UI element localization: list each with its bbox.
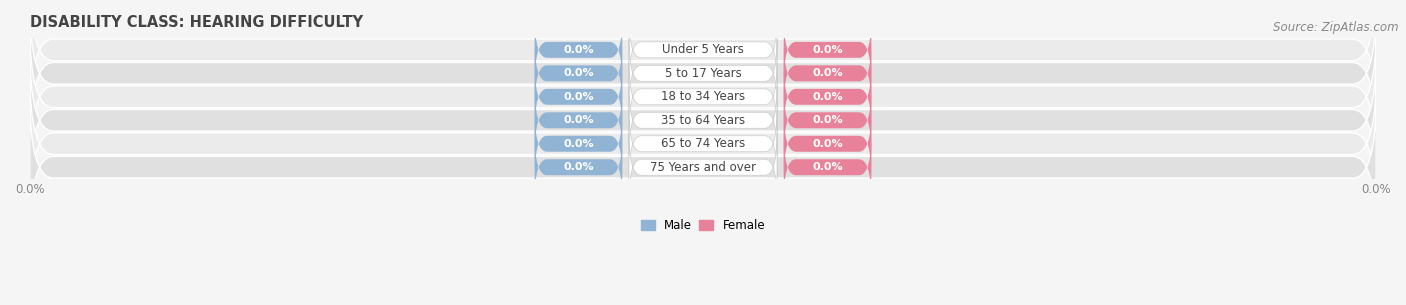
FancyBboxPatch shape	[534, 16, 623, 84]
FancyBboxPatch shape	[534, 86, 623, 155]
FancyBboxPatch shape	[534, 63, 623, 131]
FancyBboxPatch shape	[783, 63, 872, 131]
FancyBboxPatch shape	[783, 109, 872, 178]
Text: 75 Years and over: 75 Years and over	[650, 161, 756, 174]
FancyBboxPatch shape	[30, 0, 1376, 121]
FancyBboxPatch shape	[628, 16, 778, 84]
Text: 0.0%: 0.0%	[564, 115, 593, 125]
FancyBboxPatch shape	[783, 16, 872, 84]
FancyBboxPatch shape	[30, 96, 1376, 239]
FancyBboxPatch shape	[534, 133, 623, 202]
FancyBboxPatch shape	[783, 133, 872, 202]
Text: 0.0%: 0.0%	[564, 92, 593, 102]
FancyBboxPatch shape	[783, 39, 872, 108]
Text: 0.0%: 0.0%	[813, 139, 842, 149]
Legend: Male, Female: Male, Female	[641, 219, 765, 232]
FancyBboxPatch shape	[30, 49, 1376, 192]
Text: 65 to 74 Years: 65 to 74 Years	[661, 137, 745, 150]
Text: 0.0%: 0.0%	[813, 162, 842, 172]
Text: 18 to 34 Years: 18 to 34 Years	[661, 90, 745, 103]
FancyBboxPatch shape	[30, 25, 1376, 168]
Text: 35 to 64 Years: 35 to 64 Years	[661, 114, 745, 127]
FancyBboxPatch shape	[628, 133, 778, 202]
Text: 0.0%: 0.0%	[564, 68, 593, 78]
FancyBboxPatch shape	[534, 109, 623, 178]
Text: Source: ZipAtlas.com: Source: ZipAtlas.com	[1274, 21, 1399, 34]
Text: 0.0%: 0.0%	[813, 68, 842, 78]
FancyBboxPatch shape	[30, 2, 1376, 145]
Text: Under 5 Years: Under 5 Years	[662, 43, 744, 56]
FancyBboxPatch shape	[628, 86, 778, 155]
Text: 0.0%: 0.0%	[564, 162, 593, 172]
FancyBboxPatch shape	[628, 63, 778, 131]
FancyBboxPatch shape	[628, 39, 778, 108]
Text: DISABILITY CLASS: HEARING DIFFICULTY: DISABILITY CLASS: HEARING DIFFICULTY	[30, 15, 363, 30]
Text: 0.0%: 0.0%	[564, 45, 593, 55]
Text: 0.0%: 0.0%	[813, 92, 842, 102]
FancyBboxPatch shape	[30, 72, 1376, 215]
Text: 0.0%: 0.0%	[813, 115, 842, 125]
FancyBboxPatch shape	[534, 39, 623, 108]
FancyBboxPatch shape	[783, 86, 872, 155]
Text: 0.0%: 0.0%	[564, 139, 593, 149]
Text: 0.0%: 0.0%	[813, 45, 842, 55]
FancyBboxPatch shape	[628, 109, 778, 178]
Text: 5 to 17 Years: 5 to 17 Years	[665, 67, 741, 80]
